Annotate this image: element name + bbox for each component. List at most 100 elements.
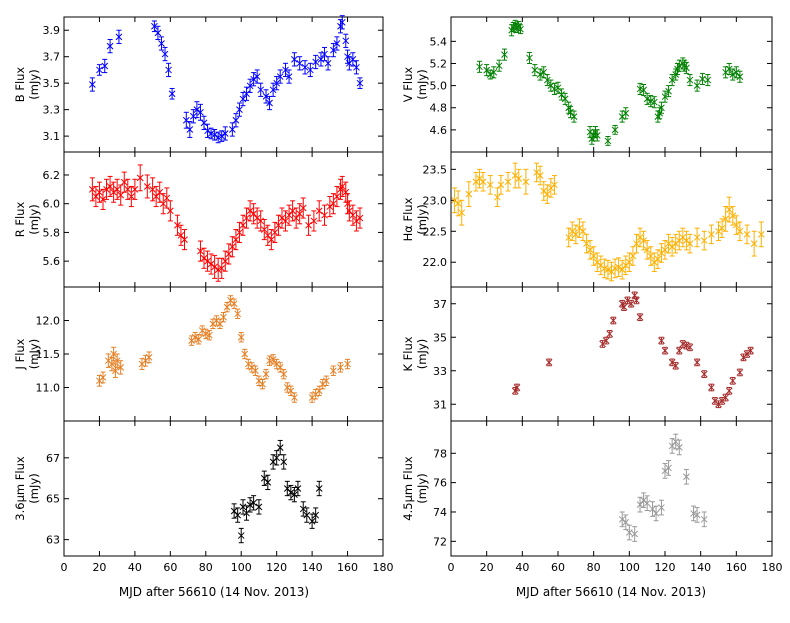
data-point [276, 362, 284, 373]
marker [683, 237, 690, 244]
data-point [729, 376, 737, 385]
marker [699, 75, 706, 83]
y-tick-label: 35 [433, 331, 447, 344]
data-point [315, 200, 323, 222]
data-point [565, 227, 573, 248]
data-point [570, 110, 578, 123]
data-point [543, 184, 551, 204]
marker [543, 76, 551, 84]
marker [312, 58, 320, 66]
marker [312, 511, 320, 519]
data-point [451, 187, 458, 214]
marker [337, 364, 344, 371]
data-point [486, 69, 494, 80]
data-point [237, 332, 245, 343]
marker [483, 66, 491, 74]
marker [191, 333, 199, 341]
y-tick-label: 11.0 [36, 382, 61, 395]
data-point [168, 87, 176, 100]
marker [181, 236, 188, 243]
data-point [163, 187, 171, 209]
data-point [213, 315, 220, 326]
data-point [622, 514, 630, 531]
data-point [618, 259, 626, 280]
data-point [330, 42, 337, 58]
marker [640, 496, 647, 504]
data-point [186, 121, 194, 138]
marker [593, 132, 601, 139]
marker [454, 200, 462, 207]
marker [218, 264, 226, 272]
data-point [106, 175, 114, 198]
data-point [661, 90, 669, 103]
marker [611, 126, 619, 134]
marker [330, 46, 337, 54]
data-point [643, 495, 651, 512]
marker [282, 66, 289, 74]
y-axis-label-line: (mJy) [415, 339, 429, 369]
marker [629, 252, 637, 260]
marker [586, 246, 594, 254]
marker [306, 66, 314, 74]
data-point [490, 66, 498, 79]
data-point [250, 495, 257, 511]
marker [636, 313, 644, 321]
data-point [622, 107, 630, 120]
data-point [531, 64, 539, 77]
data-point [289, 200, 296, 222]
data-point [255, 375, 263, 386]
data-point [668, 438, 676, 454]
marker [654, 255, 662, 263]
data-point [606, 330, 614, 338]
marker [338, 18, 346, 26]
panel-frame [63, 286, 384, 422]
data-point [353, 60, 360, 75]
marker [690, 510, 697, 517]
marker [338, 183, 346, 190]
data-point [262, 368, 270, 380]
data-point [264, 224, 272, 246]
marker [207, 260, 215, 268]
marker [127, 193, 135, 200]
y-tick-label: 3.9 [43, 24, 61, 37]
data-point [356, 207, 364, 229]
marker [757, 231, 765, 238]
marker [289, 207, 296, 215]
x-tick-label: 160 [726, 561, 747, 574]
marker [113, 185, 121, 193]
marker [283, 384, 291, 391]
marker [246, 207, 254, 215]
marker [250, 499, 257, 507]
y-tick-label: 23.0 [423, 194, 448, 207]
y-tick-label: 4.6 [430, 124, 448, 137]
marker [244, 360, 252, 368]
marker [570, 113, 578, 120]
marker [310, 217, 318, 225]
data-point [280, 368, 288, 380]
data-point [211, 129, 218, 141]
data-point [708, 383, 715, 392]
marker [561, 95, 569, 103]
data-point [113, 178, 121, 200]
marker [214, 266, 222, 274]
data-point [285, 69, 293, 84]
data-point [722, 66, 729, 79]
x-tick-label: 0 [61, 561, 68, 574]
marker [513, 384, 521, 391]
data-point [675, 346, 683, 355]
y-axis-label: R Flux(mJy) [13, 202, 41, 238]
marker [531, 66, 539, 74]
marker [540, 68, 548, 76]
y-axis-label-line: V Flux [401, 67, 415, 103]
y-axis-label-line: (mJy) [27, 69, 41, 99]
marker [280, 458, 288, 466]
marker [149, 185, 156, 193]
data-point [197, 240, 204, 262]
marker [239, 221, 247, 229]
data-point [250, 203, 257, 225]
data-point [156, 181, 164, 203]
data-point [631, 526, 639, 542]
data-point [197, 103, 204, 121]
marker [672, 438, 680, 445]
data-point [342, 33, 350, 48]
